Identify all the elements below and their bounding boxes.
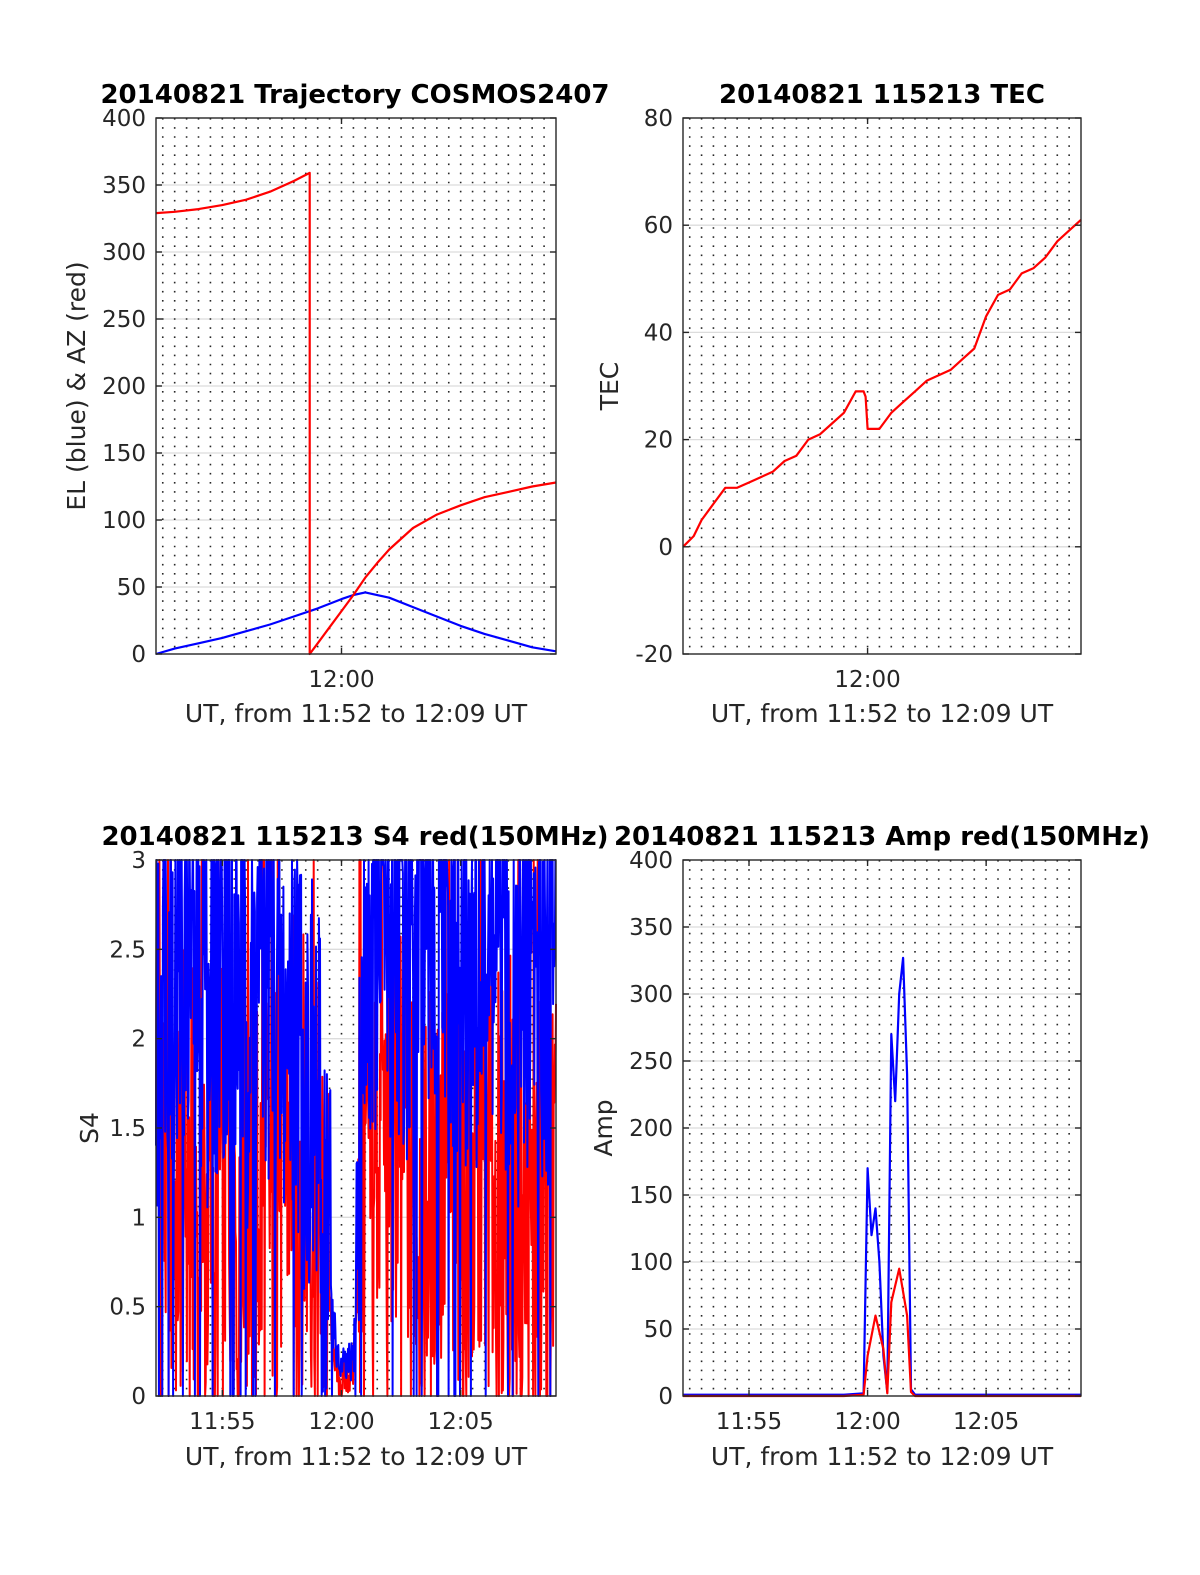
tec-ytick-label: 60 bbox=[644, 213, 673, 239]
amp-xtick-label: 11:55 bbox=[716, 1409, 782, 1435]
s4-ytick-label: 2.5 bbox=[109, 937, 146, 963]
tec-ytick-label: -20 bbox=[635, 642, 673, 668]
tec-xlabel: UT, from 11:52 to 12:09 UT bbox=[711, 699, 1054, 728]
s4-ytick-label: 1.5 bbox=[109, 1116, 146, 1142]
amp-ytick-label: 200 bbox=[629, 1116, 673, 1142]
trajectory-ytick-label: 400 bbox=[102, 106, 146, 132]
amp-series-red-line bbox=[683, 1267, 1081, 1398]
tec-ytick-label: 0 bbox=[658, 535, 673, 561]
amp-xlabel: UT, from 11:52 to 12:09 UT bbox=[711, 1442, 1054, 1471]
amp-ytick-label: 350 bbox=[629, 915, 673, 941]
amp-ytick-label: 50 bbox=[644, 1317, 673, 1343]
s4-ytick-label: 2 bbox=[131, 1027, 146, 1053]
tec-ytick-label: 80 bbox=[644, 106, 673, 132]
trajectory-title: 20140821 Trajectory COSMOS2407 bbox=[100, 80, 609, 110]
s4-ytick-label: 3 bbox=[131, 848, 146, 874]
trajectory-ytick-label: 300 bbox=[102, 240, 146, 266]
s4-xlabel: UT, from 11:52 to 12:09 UT bbox=[185, 1442, 528, 1471]
tec-panel: 20140821 115213 TEC -20 0 20 40 60 80 12:00 UT… bbox=[595, 80, 1082, 728]
trajectory-ytick-label: 150 bbox=[102, 441, 146, 467]
s4-ytick-label: 1 bbox=[131, 1205, 146, 1231]
tec-ytick-label: 40 bbox=[644, 320, 673, 346]
tec-xtick-label: 12:00 bbox=[834, 667, 900, 693]
amp-ytick-label: 0 bbox=[658, 1384, 673, 1410]
trajectory-ytick-label: 50 bbox=[117, 575, 146, 601]
amp-ytick-label: 400 bbox=[629, 848, 673, 874]
s4-xtick-label: 11:55 bbox=[189, 1409, 255, 1435]
s4-xtick-label: 12:05 bbox=[428, 1409, 494, 1435]
s4-ytick-label: 0 bbox=[131, 1384, 146, 1410]
s4-panel: 20140821 115213 S4 red(150MHz) 0 0.5 1 1.5 2… bbox=[75, 822, 609, 1471]
trajectory-ylabel: EL (blue) & AZ (red) bbox=[62, 261, 91, 510]
amp-xtick-label: 12:00 bbox=[834, 1409, 900, 1435]
s4-series-blue-line bbox=[155, 859, 557, 1397]
amp-title: 20140821 115213 Amp red(150MHz) bbox=[614, 822, 1150, 852]
amp-ytick-label: 100 bbox=[629, 1250, 673, 1276]
amp-ytick-label: 250 bbox=[629, 1049, 673, 1075]
trajectory-ytick-label: 350 bbox=[102, 173, 146, 199]
s4-ylabel: S4 bbox=[75, 1112, 104, 1144]
trajectory-xlabel: UT, from 11:52 to 12:09 UT bbox=[185, 699, 528, 728]
s4-xtick-label: 12:00 bbox=[308, 1409, 374, 1435]
tec-axes-box bbox=[682, 117, 1082, 655]
tec-ylabel: TEC bbox=[595, 362, 624, 412]
tec-title: 20140821 115213 TEC bbox=[719, 80, 1045, 110]
trajectory-xtick-label: 12:00 bbox=[308, 667, 374, 693]
trajectory-ytick-label: 250 bbox=[102, 307, 146, 333]
tec-ytick-label: 20 bbox=[644, 428, 673, 454]
amp-ytick-label: 150 bbox=[629, 1183, 673, 1209]
amp-ylabel: Amp bbox=[589, 1099, 618, 1156]
amp-ytick-label: 300 bbox=[629, 982, 673, 1008]
amp-xtick-label: 12:05 bbox=[953, 1409, 1019, 1435]
amp-panel: 20140821 115213 Amp red(150MHz) 0 50 100 15… bbox=[589, 822, 1150, 1471]
trajectory-ytick-label: 100 bbox=[102, 508, 146, 534]
trajectory-panel: 20140821 Trajectory COSMOS2407 0 50 100 150… bbox=[62, 80, 610, 728]
s4-ytick-label: 0.5 bbox=[109, 1295, 146, 1321]
s4-title: 20140821 115213 S4 red(150MHz) bbox=[101, 822, 608, 852]
trajectory-ytick-label: 0 bbox=[131, 642, 146, 668]
tec-series-red-line bbox=[682, 218, 1082, 548]
trajectory-series-red-line bbox=[155, 171, 557, 656]
trajectory-ytick-label: 200 bbox=[102, 374, 146, 400]
